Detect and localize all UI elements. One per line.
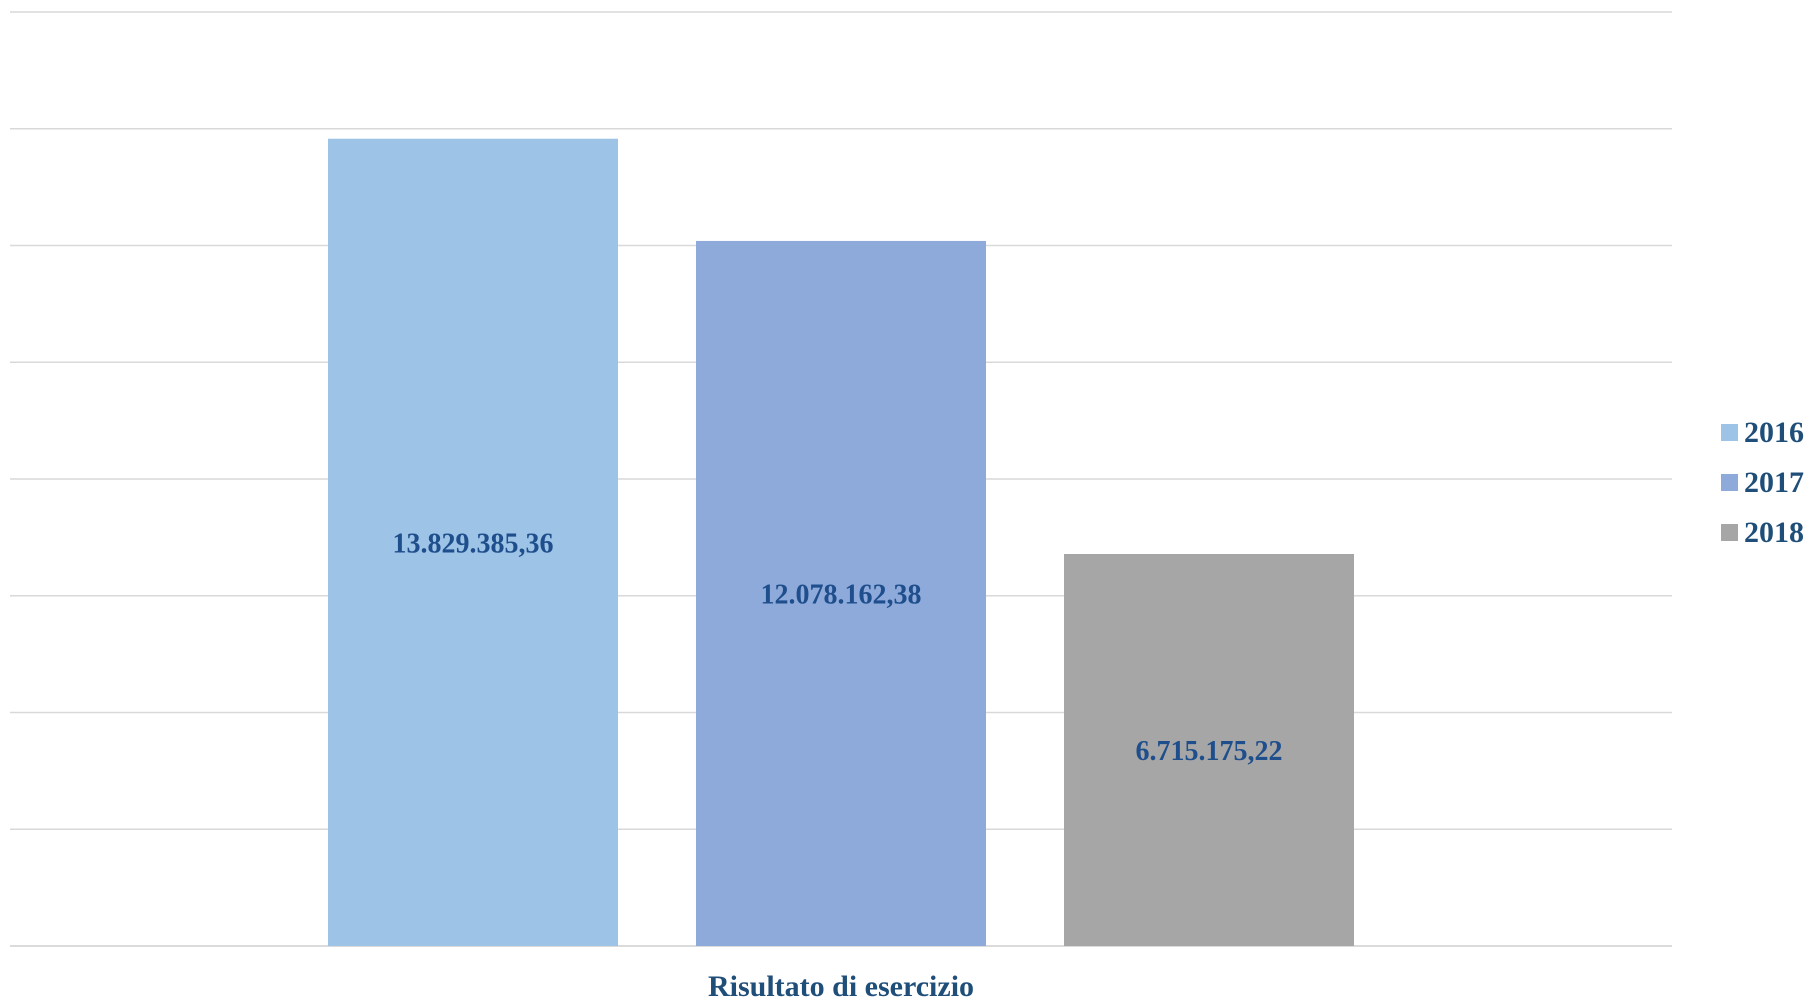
data-label-2016: 13.829.385,36 <box>393 528 554 559</box>
legend-label-2018: 2018 <box>1744 516 1804 549</box>
data-label-2018: 6.715.175,22 <box>1136 736 1283 767</box>
legend-label-2016: 2016 <box>1744 416 1804 449</box>
legend: 2016 2017 2018 <box>1721 416 1804 549</box>
legend-swatch-2018 <box>1721 524 1738 541</box>
data-label-2017: 12.078.162,38 <box>761 579 922 610</box>
legend-label-2017: 2017 <box>1744 466 1804 499</box>
legend-swatch-2017 <box>1721 474 1738 491</box>
bar-2017 <box>696 240 986 947</box>
category-axis-labels: Risultato di esercizio <box>708 970 974 999</box>
bar-2018 <box>1064 554 1354 946</box>
data-labels: 13.829.385,36 12.078.162,38 6.715.175,22 <box>393 528 1283 767</box>
bars <box>328 138 1354 947</box>
category-label: Risultato di esercizio <box>708 970 974 999</box>
legend-swatch-2016 <box>1721 424 1738 441</box>
bar-2016 <box>328 138 618 947</box>
